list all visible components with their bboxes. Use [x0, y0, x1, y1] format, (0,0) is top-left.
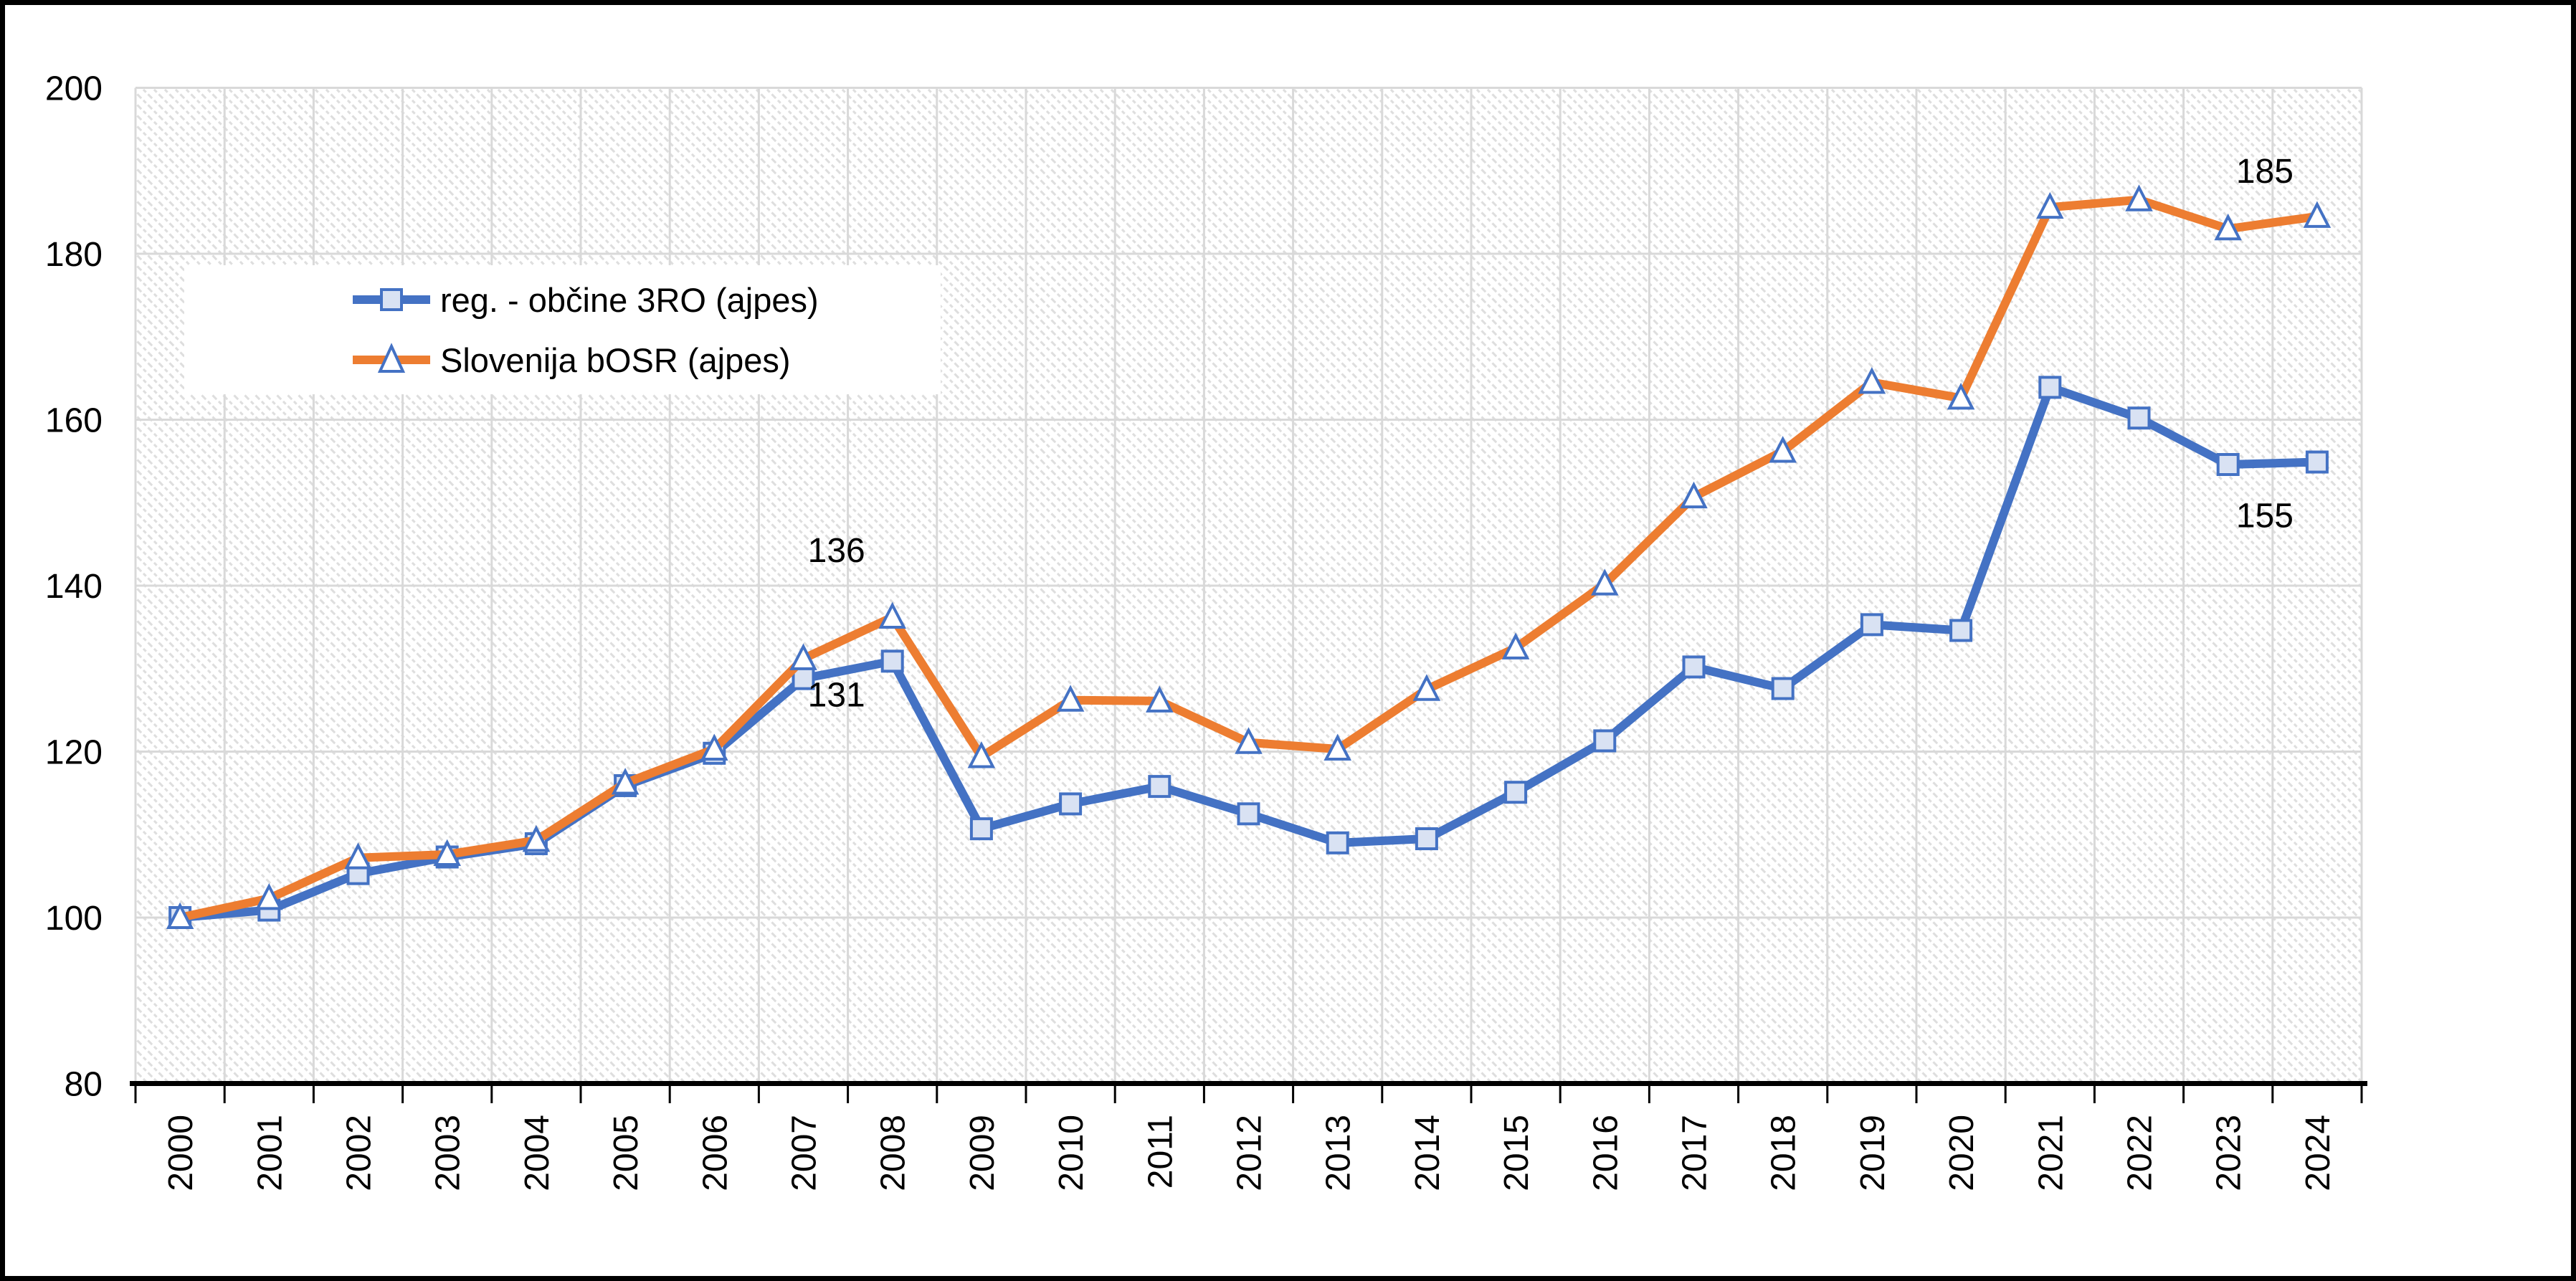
- line-chart: 80 100 120 140 160 180 200 2000 2001 2002 2003 2004…: [45, 70, 2367, 1191]
- x-axis-label: 2010: [1052, 1115, 1090, 1191]
- marker-square: [1415, 827, 1438, 851]
- marker-square: [1593, 729, 1617, 753]
- legend-label-reg-obcine: reg. - občine 3RO (ajpes): [440, 280, 819, 319]
- marker-triangle: [2036, 191, 2064, 219]
- legend-swatch-blue-square: [353, 288, 430, 311]
- marker-square: [1682, 655, 1706, 679]
- marker-square: [2216, 453, 2240, 477]
- x-axis-label: 2012: [1231, 1115, 1269, 1191]
- marker-triangle: [522, 824, 551, 852]
- x-axis-label: 2015: [1498, 1115, 1536, 1191]
- x-axis-label: 2018: [1765, 1115, 1803, 1191]
- x-axis-label: 2020: [1943, 1115, 1981, 1191]
- x-axis-label: 2002: [341, 1115, 379, 1191]
- marker-triangle: [2303, 201, 2332, 228]
- marker-square: [969, 817, 993, 841]
- marker-triangle: [1769, 436, 1797, 463]
- legend-swatch-orange-triangle: [353, 343, 430, 373]
- marker-triangle: [700, 733, 728, 761]
- y-axis-label: 120: [45, 734, 103, 772]
- x-axis-label: 2017: [1676, 1115, 1714, 1191]
- marker-triangle: [1947, 383, 1975, 410]
- marker-square: [1860, 613, 1883, 637]
- x-axis-label: 2008: [875, 1115, 913, 1191]
- marker-triangle: [1323, 733, 1351, 761]
- marker-triangle: [967, 741, 996, 768]
- x-axis-label: 2001: [251, 1115, 289, 1191]
- x-axis-label: 2023: [2210, 1115, 2248, 1191]
- marker-square: [2305, 450, 2329, 474]
- marker-triangle: [2214, 213, 2242, 241]
- x-axis-label: 2007: [786, 1115, 824, 1191]
- x-axis-label: 2004: [518, 1115, 556, 1191]
- x-axis-label: 2000: [162, 1115, 200, 1191]
- marker-square: [2038, 376, 2062, 399]
- marker-square: [2127, 406, 2151, 430]
- marker-triangle: [789, 643, 817, 670]
- x-axis-label: 2022: [2121, 1115, 2159, 1191]
- x-axis-label: 2013: [1320, 1115, 1358, 1191]
- data-label: 185: [2236, 153, 2294, 191]
- legend-item-reg-obcine: reg. - občine 3RO (ajpes): [184, 279, 941, 320]
- marker-triangle: [433, 839, 461, 867]
- x-axis-line: [130, 1081, 2367, 1086]
- marker-square: [1059, 792, 1083, 816]
- y-axis-label: 140: [45, 568, 103, 606]
- y-axis-label: 80: [65, 1066, 103, 1104]
- x-axis-label: 2019: [1854, 1115, 1892, 1191]
- marker-triangle: [2125, 184, 2153, 211]
- marker-triangle: [1056, 685, 1085, 712]
- marker-square: [1326, 831, 1349, 854]
- marker-square: [1148, 775, 1171, 799]
- marker-triangle: [878, 601, 906, 629]
- legend: reg. - občine 3RO (ajpes) Slovenija bOSR…: [184, 265, 941, 394]
- marker-triangle: [166, 902, 194, 929]
- legend-item-slovenija: Slovenija bOSR (ajpes): [184, 339, 941, 381]
- x-axis-label: 2014: [1409, 1115, 1447, 1191]
- y-axis-label: 200: [45, 70, 103, 108]
- x-axis-label: 2006: [696, 1115, 734, 1191]
- marker-triangle: [1146, 685, 1174, 713]
- x-axis-label: 2016: [1587, 1115, 1625, 1191]
- marker-square: [1237, 802, 1260, 826]
- x-axis-label: 2021: [2032, 1115, 2070, 1191]
- legend-label-slovenija: Slovenija bOSR (ajpes): [440, 341, 791, 379]
- y-axis-label: 160: [45, 402, 103, 440]
- marker-triangle: [1680, 481, 1708, 509]
- marker-triangle: [1591, 568, 1619, 596]
- marker-square: [880, 649, 904, 673]
- marker-square: [1771, 677, 1795, 700]
- marker-triangle: [1858, 367, 1886, 394]
- data-label: 131: [808, 676, 865, 714]
- x-axis-label: 2011: [1141, 1115, 1179, 1189]
- marker-triangle: [1412, 674, 1441, 701]
- marker-triangle: [1235, 727, 1263, 754]
- marker-triangle: [1501, 632, 1530, 659]
- y-axis-label: 180: [45, 236, 103, 274]
- x-axis-label: 2009: [964, 1115, 1002, 1191]
- x-axis-label: 2024: [2299, 1115, 2337, 1191]
- x-axis-label: 2005: [607, 1115, 645, 1191]
- marker-square: [1949, 619, 1973, 642]
- y-axis-label: 100: [45, 900, 103, 938]
- marker-triangle: [611, 768, 640, 795]
- data-label: 155: [2236, 497, 2294, 535]
- x-axis-label: 2003: [429, 1115, 467, 1191]
- marker-square: [1504, 781, 1528, 804]
- marker-triangle: [344, 842, 372, 870]
- marker-triangle: [255, 883, 283, 910]
- data-label: 136: [808, 532, 865, 570]
